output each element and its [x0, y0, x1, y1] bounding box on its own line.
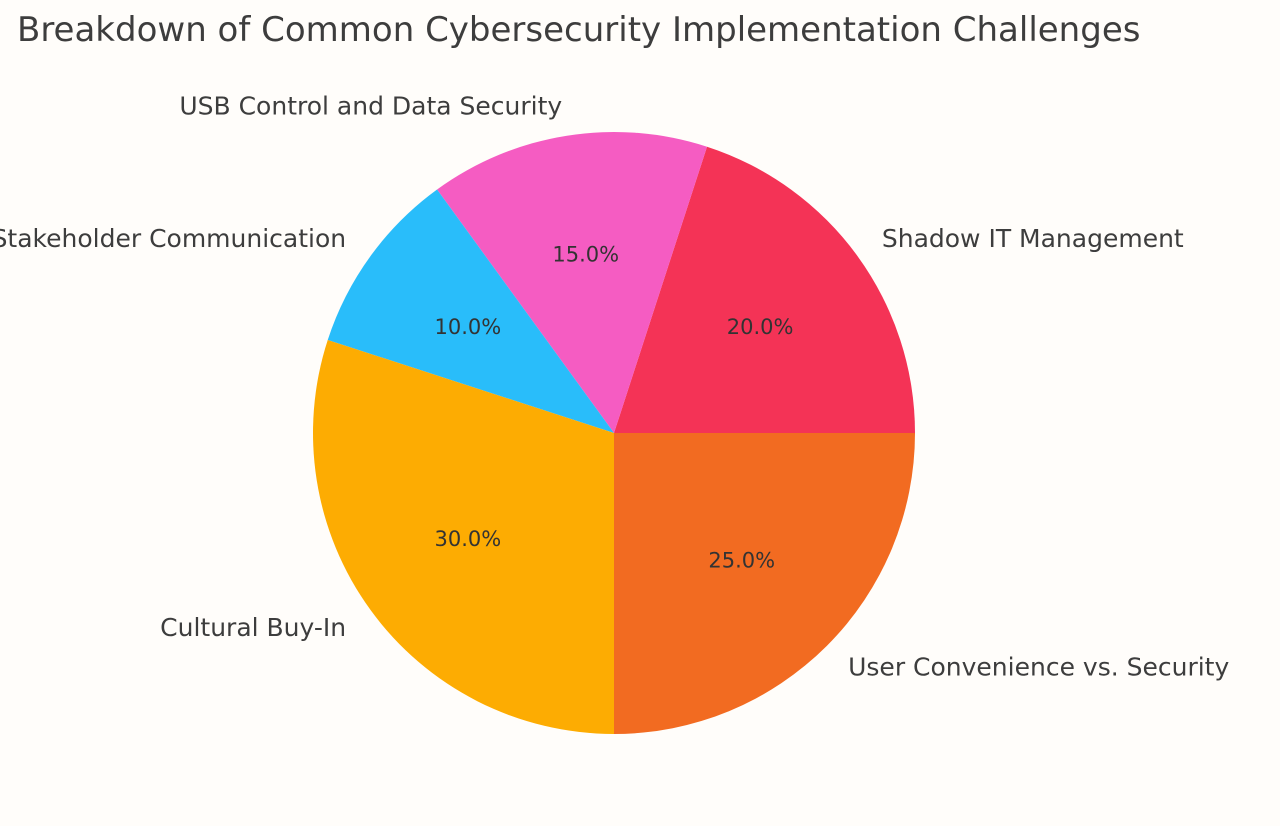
slice-label-shadow-it-management: Shadow IT Management [882, 224, 1184, 253]
pie-slice-user-convenience-vs-security [614, 433, 915, 734]
pie-slices [313, 132, 915, 734]
slice-label-cultural-buy-in: Cultural Buy-In [160, 613, 346, 642]
slice-percent-usb-control-and-data-security: 15.0% [552, 243, 619, 267]
slice-label-user-convenience-vs-security: User Convenience vs. Security [848, 653, 1229, 682]
slice-label-usb-control-and-data-security: USB Control and Data Security [179, 91, 562, 120]
pie-slice-stakeholder-communication [327, 189, 614, 433]
pie-slice-cultural-buy-in [313, 339, 614, 734]
chart-title: Breakdown of Common Cybersecurity Implem… [17, 10, 1141, 50]
pie-slice-shadow-it-management [614, 146, 915, 433]
slice-label-stakeholder-communication: Stakeholder Communication [0, 224, 346, 253]
slice-percent-stakeholder-communication: 10.0% [435, 315, 502, 339]
slice-percent-cultural-buy-in: 30.0% [435, 527, 502, 551]
pie-slice-usb-control-and-data-security [437, 132, 708, 433]
slice-percent-shadow-it-management: 20.0% [727, 315, 794, 339]
slice-percent-user-convenience-vs-security: 25.0% [708, 549, 775, 573]
pie-labels: Shadow IT Management 20.0% USB Control and… [0, 91, 1229, 681]
